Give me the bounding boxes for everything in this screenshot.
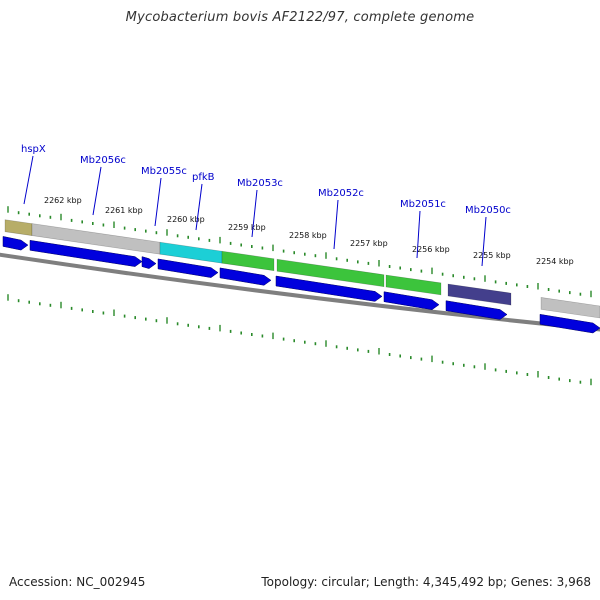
strand-arrow [445, 300, 508, 320]
gene-label: pfkB [192, 172, 215, 183]
gene-leader-line [251, 189, 258, 238]
strand-arrow [539, 314, 600, 334]
gene-block [447, 283, 512, 306]
gene-block [159, 241, 223, 264]
gene-label: Mb2056c [80, 155, 126, 166]
kbp-label: 2260 kbp [167, 215, 205, 224]
gene-block [276, 258, 385, 288]
genome-backbone [0, 252, 600, 332]
strand-arrow [383, 291, 440, 310]
genome-summary: Topology: circular; Length: 4,345,492 bp… [261, 575, 591, 589]
gene-label: Mb2050c [465, 205, 511, 216]
strand-arrow [219, 267, 272, 286]
strand-arrow [29, 240, 143, 267]
tick-row-outer [7, 206, 592, 298]
gene-block [385, 274, 442, 296]
gene-label: Mb2052c [318, 188, 364, 199]
accession-label: Accession: NC_002945 [9, 575, 146, 589]
kbp-label: 2261 kbp [105, 206, 143, 215]
strand-arrow [141, 256, 157, 269]
strand-arrow [2, 236, 29, 251]
kbp-label: 2257 kbp [350, 239, 388, 248]
gene-leader-line [154, 177, 162, 227]
gene-leader-line [23, 155, 34, 205]
gene-label: Mb2053c [237, 178, 283, 189]
gene-label: hspX [21, 144, 46, 155]
gene-block [221, 250, 275, 272]
strand-arrow [157, 258, 219, 278]
kbp-label: 2255 kbp [473, 251, 511, 260]
gene-leader-line [416, 210, 421, 259]
tick-row-inner [7, 294, 592, 386]
gene-label: Mb2055c [141, 166, 187, 177]
kbp-label: 2258 kbp [289, 231, 327, 240]
kbp-label: 2259 kbp [228, 223, 266, 232]
gene-leader-line [481, 216, 487, 267]
kbp-label: 2262 kbp [44, 196, 82, 205]
kbp-label: 2256 kbp [412, 245, 450, 254]
kbp-label: 2254 kbp [536, 257, 574, 266]
gene-block [4, 219, 33, 236]
gene-block [540, 297, 600, 319]
gene-leader-line [333, 199, 339, 250]
gene-leader-line [195, 183, 203, 231]
map-title: Mycobacterium bovis AF2122/97, complete … [125, 10, 475, 25]
gene-label: Mb2051c [400, 199, 446, 210]
gene-leader-line [92, 166, 102, 216]
strand-arrow [275, 275, 383, 302]
